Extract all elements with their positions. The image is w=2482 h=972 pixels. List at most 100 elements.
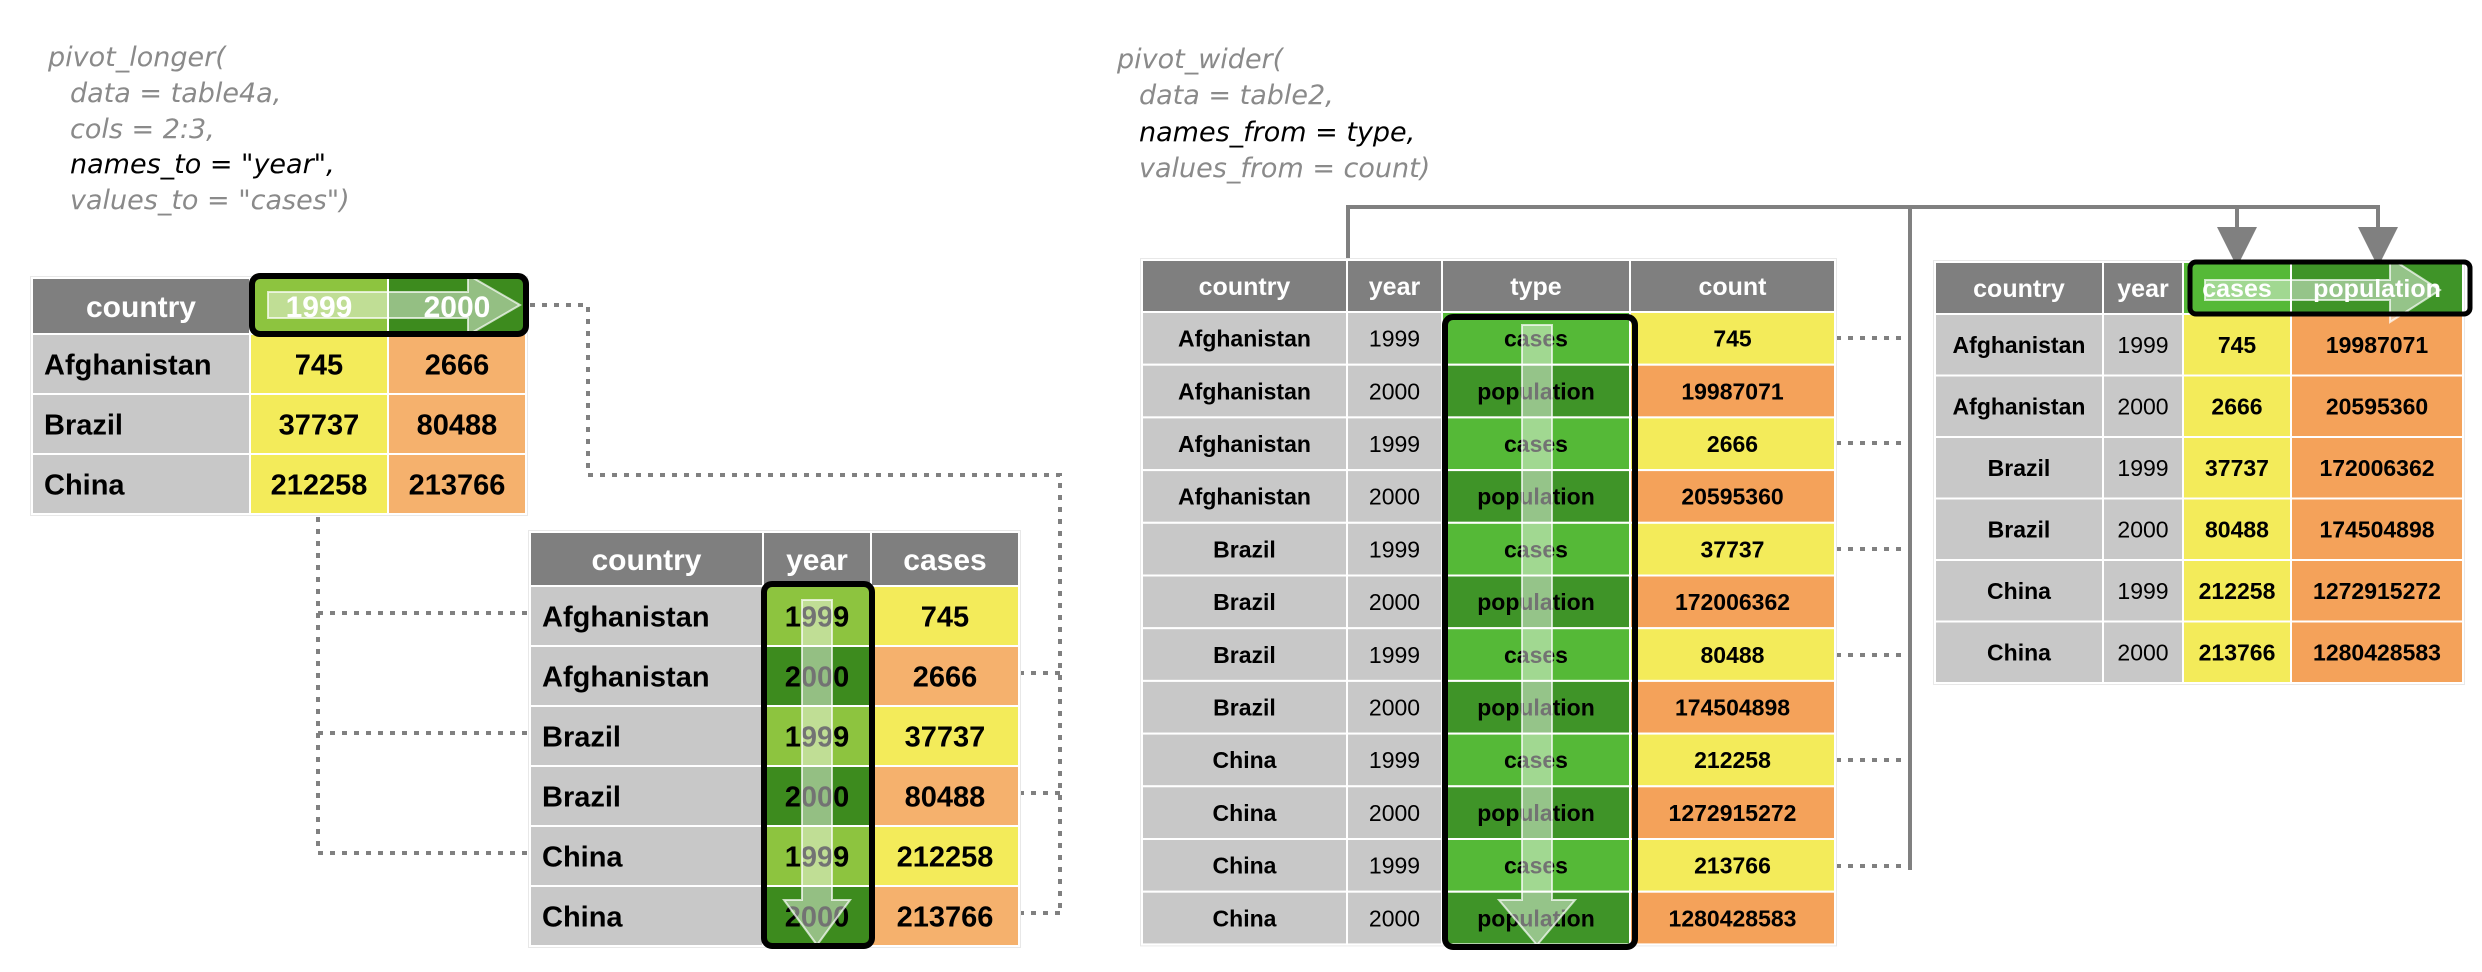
header-cell (2290, 261, 2464, 315)
table-cell (249, 333, 389, 395)
table-row: China 2000 213766 1280428583 (1934, 620, 2464, 684)
cell-value: 1272915272 (1669, 800, 1797, 826)
table-cell (2102, 497, 2184, 561)
table-cell (1346, 732, 1443, 788)
cell-value: Brazil (1213, 642, 1276, 668)
cell-value: 2000 (1369, 905, 1420, 931)
cell-value: China (542, 901, 623, 933)
pivot-longer-wide-table: country19992000Afghanistan7452666Brazil3… (30, 276, 528, 516)
header-cell (2102, 261, 2184, 315)
table-row: Brazil 2000 population 172006362 (1141, 574, 1836, 630)
cell-value: 80488 (417, 409, 498, 441)
cell-value: cases (1504, 747, 1568, 773)
cell-value: Afghanistan (44, 349, 212, 381)
cell-value: 1999 (1369, 642, 1420, 668)
cell-value: 213766 (1694, 853, 1771, 879)
table-row: Afghanistan 1999 745 (529, 585, 1020, 647)
cell-value: 745 (921, 601, 969, 633)
table-row: Afghanistan 1999 745 19987071 (1934, 313, 2464, 377)
table-cell (1141, 732, 1348, 788)
cell-value: 1999 (1369, 326, 1420, 352)
header-cell (1441, 259, 1631, 313)
cell-value: 2666 (913, 661, 978, 693)
table-cell (529, 765, 764, 827)
table-cell (1629, 574, 1836, 630)
cell-value: 2000 (1369, 589, 1420, 615)
table-cell (529, 825, 764, 887)
new-columns-right-arrow (2204, 256, 2442, 324)
cell-value: 19987071 (2326, 332, 2429, 358)
cell-value: 1999 (2117, 578, 2168, 604)
table-cell (1441, 574, 1631, 630)
table-row: China 1999 212258 1272915272 (1934, 559, 2464, 623)
header-cell (2182, 261, 2292, 315)
cell-value: Brazil (1213, 536, 1276, 562)
cell-value: 2666 (1707, 431, 1758, 457)
pivot-longer-arg-values-to: values_to = "cases") (70, 185, 350, 216)
cell-value: 213766 (2199, 640, 2276, 666)
cell-value: 80488 (905, 781, 986, 813)
cell-value: 1999 (1369, 536, 1420, 562)
table-cell (1441, 679, 1631, 735)
cell-value: China (1987, 578, 2051, 604)
cell-value: 2000 (2117, 394, 2168, 420)
cell-value: 2000 (1369, 800, 1420, 826)
header-label: country (1973, 275, 2065, 303)
cell-value: Afghanistan (1953, 394, 2086, 420)
table-cell (1441, 732, 1631, 788)
cell-value: 2000 (1369, 378, 1420, 404)
cell-value: 2000 (785, 781, 850, 813)
cell-value: Brazil (1988, 517, 2051, 543)
cell-value: population (1477, 800, 1595, 826)
cell-value: 1999 (2117, 455, 2168, 481)
table-cell (2102, 559, 2184, 623)
table-cell (1629, 890, 1836, 946)
table-cell (2182, 620, 2292, 684)
outline-wide-year-headers (249, 273, 529, 337)
header-cell (1629, 259, 1836, 313)
table-cell (870, 705, 1020, 767)
cell-value: 2000 (2117, 517, 2168, 543)
table-row: China 212258 213766 (31, 453, 527, 515)
pivot-wider-arg-names-from: names_from = type, (1139, 117, 1415, 148)
cell-value: cases (1504, 326, 1568, 352)
cell-value: China (1213, 853, 1277, 879)
cell-value: Afghanistan (1953, 332, 2086, 358)
cell-value: China (1213, 747, 1277, 773)
header-cell (1346, 259, 1443, 313)
cell-value: 2000 (785, 661, 850, 693)
cell-value: 745 (2218, 332, 2257, 358)
header-label: count (1698, 273, 1767, 301)
table-cell (2290, 620, 2464, 684)
cell-value: 1999 (785, 721, 850, 753)
cell-value: 1999 (2117, 332, 2168, 358)
cell-value: cases (1504, 431, 1568, 457)
cell-value: 1999 (1369, 431, 1420, 457)
cell-value: Afghanistan (1178, 326, 1311, 352)
table-row: Afghanistan 1999 cases 2666 (1141, 416, 1836, 472)
cell-value: 2000 (2117, 640, 2168, 666)
cell-value: 37737 (2205, 455, 2269, 481)
table-cell (387, 393, 527, 455)
table-cell (1141, 469, 1348, 524)
table-row: Brazil 1999 cases 80488 (1141, 627, 1836, 682)
table-cell (31, 393, 251, 455)
table-cell (1629, 679, 1836, 735)
cell-value: 1280428583 (2313, 640, 2441, 666)
table-row: China 2000 population 1272915272 (1141, 785, 1836, 840)
header-label: country (86, 291, 196, 324)
header-label: type (1510, 273, 1562, 301)
cell-value: cases (1504, 853, 1568, 879)
header-label: year (786, 544, 848, 577)
cell-value: China (542, 841, 623, 873)
table-cell (2102, 374, 2184, 438)
table-row: Brazil 1999 37737 172006362 (1934, 436, 2464, 500)
header-label: year (1369, 273, 1421, 301)
cell-value: Brazil (1213, 589, 1276, 615)
outline-type-column (1442, 314, 1638, 950)
table-cell (529, 885, 764, 947)
cell-value: 1272915272 (2313, 578, 2441, 604)
outline-long-year-column (761, 581, 875, 949)
cell-value: cases (1504, 642, 1568, 668)
